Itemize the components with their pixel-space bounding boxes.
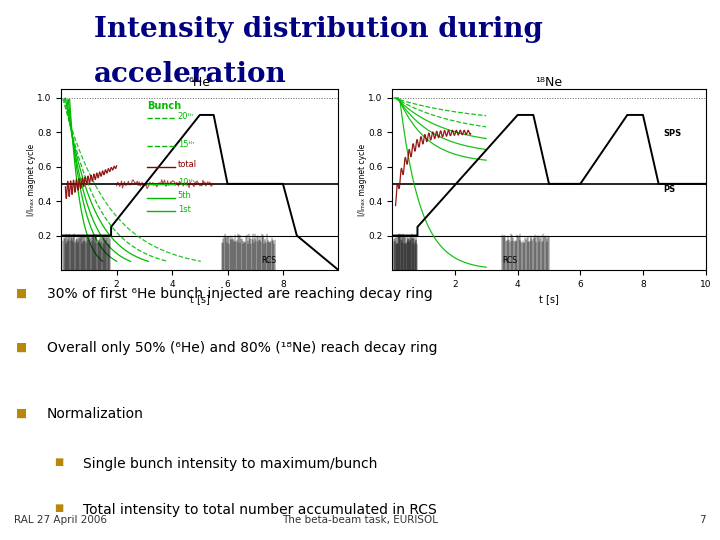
Text: The beta-beam task, EURISOL: The beta-beam task, EURISOL (282, 515, 438, 524)
Text: acceleration: acceleration (94, 61, 287, 88)
Text: Bunch: Bunch (147, 101, 181, 111)
X-axis label: t [s]: t [s] (539, 294, 559, 304)
Text: 1st: 1st (178, 205, 191, 214)
Text: 20ᵗʰ: 20ᵗʰ (178, 112, 194, 121)
Text: PS: PS (663, 185, 675, 194)
Text: Overall only 50% (⁶He) and 80% (¹⁸Ne) reach decay ring: Overall only 50% (⁶He) and 80% (¹⁸Ne) re… (47, 341, 437, 355)
Text: SPS: SPS (663, 129, 681, 138)
Text: 5th: 5th (178, 191, 192, 200)
Text: total: total (178, 160, 197, 170)
X-axis label: t [s]: t [s] (190, 294, 210, 304)
Text: ■: ■ (54, 503, 63, 513)
Title: ⁶He: ⁶He (189, 76, 211, 89)
Y-axis label: I/Iₘₐₓ magnet cycle: I/Iₘₐₓ magnet cycle (358, 144, 367, 215)
Text: ■: ■ (54, 457, 63, 467)
Text: ■: ■ (16, 407, 27, 420)
Text: Normalization: Normalization (47, 407, 144, 421)
Y-axis label: I/Iₘₐₓ magnet cycle: I/Iₘₐₓ magnet cycle (27, 144, 36, 215)
Text: RCS: RCS (261, 256, 276, 265)
Text: 30% of first ⁶He bunch injected are reaching decay ring: 30% of first ⁶He bunch injected are reac… (47, 287, 433, 301)
Text: RAL 27 April 2006: RAL 27 April 2006 (14, 515, 107, 524)
Text: 10ᵗʰ: 10ᵗʰ (178, 178, 194, 187)
Text: ■: ■ (16, 341, 27, 354)
Text: Single bunch intensity to maximum/bunch: Single bunch intensity to maximum/bunch (83, 457, 377, 471)
Title: ¹⁸Ne: ¹⁸Ne (536, 76, 562, 89)
Text: Intensity distribution during: Intensity distribution during (94, 16, 542, 43)
Text: 7: 7 (699, 515, 706, 524)
Text: 15ᵗʰ: 15ᵗʰ (178, 140, 194, 149)
Text: Total intensity to total number accumulated in RCS: Total intensity to total number accumula… (83, 503, 436, 517)
Text: RCS: RCS (502, 256, 517, 265)
Text: ■: ■ (16, 287, 27, 300)
